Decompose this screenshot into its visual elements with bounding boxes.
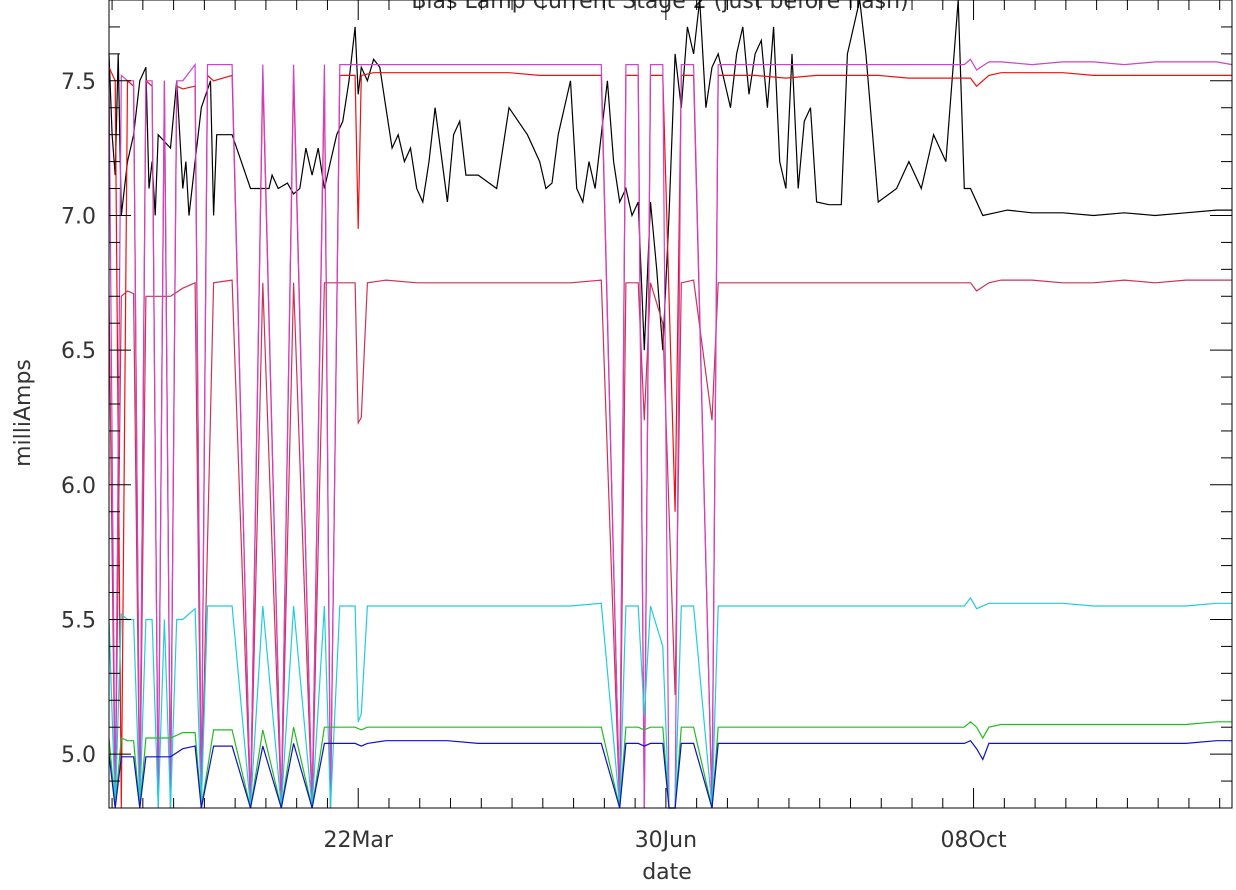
series-line-5 bbox=[108, 596, 1232, 809]
x-tick-label: 30Jun bbox=[635, 828, 697, 853]
series-line-2 bbox=[108, 67, 1232, 809]
x-axis-label: date bbox=[642, 860, 692, 885]
y-tick-labels: 5.0 5.5 6.0 6.5 7.0 7.5 bbox=[61, 70, 96, 768]
y-tick-label: 5.0 bbox=[61, 743, 96, 768]
series-line-7 bbox=[108, 739, 1232, 809]
ticks-layer bbox=[109, 0, 1232, 809]
y-tick-label: 5.5 bbox=[61, 608, 96, 633]
x-tick-label: 22Mar bbox=[323, 828, 393, 853]
x-tick-labels: 22Mar 30Jun 08Oct bbox=[323, 828, 1006, 853]
series-line-1 bbox=[108, 0, 1232, 351]
series-line-6 bbox=[108, 721, 1232, 809]
series-line-3 bbox=[108, 279, 1232, 809]
y-tick-label: 6.5 bbox=[61, 339, 96, 364]
y-tick-label: 6.0 bbox=[61, 474, 96, 499]
y-tick-label: 7.0 bbox=[61, 204, 96, 229]
y-tick-label: 7.5 bbox=[61, 70, 96, 95]
plot-frame bbox=[108, 0, 1233, 809]
series-line-4 bbox=[108, 58, 1233, 809]
x-tick-label: 08Oct bbox=[941, 828, 1007, 853]
chart-title: Bias Lamp Current Stage 2 (just before f… bbox=[411, 0, 908, 14]
y-axis-label: milliAmps bbox=[11, 359, 36, 467]
series-layer bbox=[108, 0, 1233, 809]
